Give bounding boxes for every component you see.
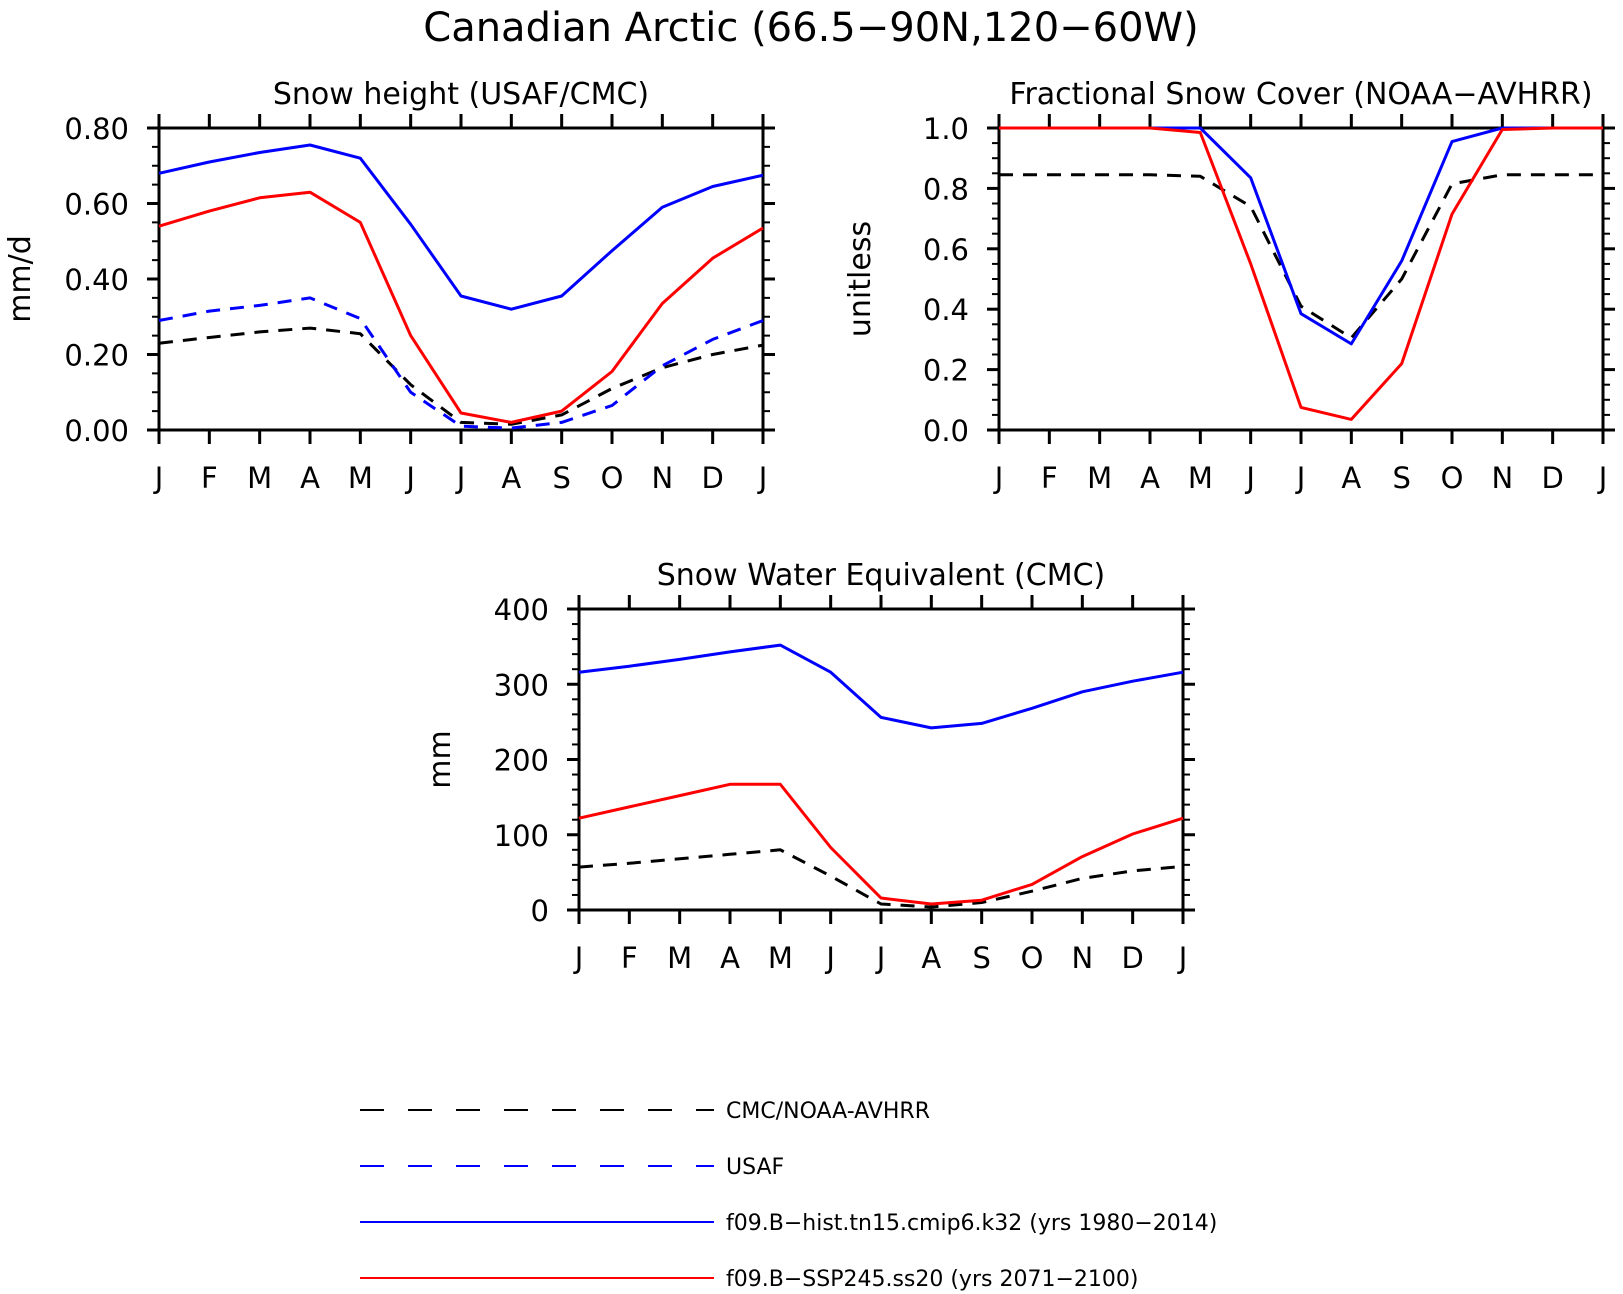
x-tick-label: D — [701, 461, 723, 495]
y-tick-label: 200 — [494, 744, 549, 778]
panel-swe: Snow Water Equivalent (CMC) mm 0 100 200 300 4… — [423, 558, 1195, 975]
y-tick-label: 300 — [494, 668, 549, 702]
y-tick-label: 0.40 — [64, 263, 129, 297]
x-tick-label: J — [455, 461, 466, 495]
x-tick-label: D — [1121, 941, 1143, 975]
x-tick-label: J — [1295, 461, 1306, 495]
y-tick-label: 0.4 — [923, 293, 969, 327]
x-tick-label: M — [1087, 461, 1112, 495]
x-tick-label: N — [1071, 941, 1093, 975]
series-line-swe — [578, 643, 1184, 730]
x-tick-label: O — [1021, 941, 1044, 975]
y-tick-label: 0 — [531, 894, 549, 928]
y-tick-label: 0.00 — [64, 414, 129, 448]
x-tick-label: J — [404, 461, 415, 495]
legend-label: f09.B−hist.tn15.cmip6.k32 (yrs 1980−2014… — [726, 1211, 1217, 1236]
panel-title: Snow height (USAF/CMC) — [273, 77, 649, 112]
y-axis-label: mm — [423, 730, 458, 788]
legend: CMC/NOAA-AVHRR USAF f09.B−hist.tn15.cmip6.… — [360, 1099, 1217, 1292]
x-tick-label: A — [300, 461, 320, 495]
x-tick-label: F — [1041, 461, 1058, 495]
panel-snow-height: Snow height (USAF/CMC) mm/d 0.00 0.20 0.40 0.… — [3, 77, 775, 495]
panel-snow-cover: Fractional Snow Cover (NOAA−AVHRR) unitle… — [843, 77, 1615, 495]
x-tick-label: S — [1392, 461, 1410, 495]
figure-title: Canadian Arctic (66.5−90N,120−60W) — [423, 5, 1198, 51]
x-tick-label: M — [768, 941, 793, 975]
x-tick-label: A — [1140, 461, 1160, 495]
x-tick-label: J — [824, 941, 835, 975]
series-line-snow-height — [158, 143, 764, 311]
series-line-snow-height — [158, 326, 764, 426]
series-line-snow-cover — [999, 126, 1603, 421]
y-tick-label: 0.20 — [64, 339, 129, 373]
series-line-snow-height — [158, 190, 764, 424]
panel-title: Snow Water Equivalent (CMC) — [657, 558, 1105, 593]
x-tick-label: M — [247, 461, 272, 495]
x-tick-label: A — [501, 461, 521, 495]
series-line-snow-cover — [999, 173, 1603, 340]
x-tick-label: J — [1244, 461, 1255, 495]
x-tick-label: A — [720, 941, 740, 975]
legend-label: CMC/NOAA-AVHRR — [726, 1099, 930, 1124]
x-tick-label: N — [651, 461, 673, 495]
x-tick-label: S — [972, 941, 990, 975]
y-tick-label: 1.0 — [923, 112, 969, 146]
x-tick-label: A — [1341, 461, 1361, 495]
x-tick-label: N — [1491, 461, 1513, 495]
plot-frame — [157, 126, 765, 432]
x-tick-label: J — [993, 461, 1004, 495]
y-tick-label: 0.0 — [923, 414, 969, 448]
y-tick-label: 0.80 — [64, 112, 129, 146]
series-line-swe — [578, 782, 1184, 906]
x-tick-label: M — [667, 941, 692, 975]
x-tick-label: O — [1441, 461, 1464, 495]
y-tick-label: 0.8 — [923, 172, 969, 206]
x-tick-label: D — [1541, 461, 1563, 495]
y-tick-label: 0.6 — [923, 233, 969, 267]
x-tick-label: J — [573, 941, 584, 975]
x-tick-label: F — [621, 941, 638, 975]
y-tick-label: 100 — [494, 819, 549, 853]
legend-label: f09.B−SSP245.ss20 (yrs 2071−2100) — [726, 1267, 1138, 1292]
x-tick-label: M — [348, 461, 373, 495]
y-axis-label: mm/d — [3, 235, 38, 323]
x-tick-label: A — [921, 941, 941, 975]
series-line-snow-height — [158, 296, 764, 430]
x-tick-label: S — [552, 461, 570, 495]
x-tick-label: J — [1597, 461, 1608, 495]
series-line-snow-cover — [999, 126, 1603, 346]
x-tick-label: J — [153, 461, 164, 495]
x-tick-label: O — [601, 461, 624, 495]
x-tick-label: F — [201, 461, 218, 495]
panel-title: Fractional Snow Cover (NOAA−AVHRR) — [1009, 77, 1592, 112]
y-tick-label: 0.2 — [923, 354, 969, 388]
legend-label: USAF — [726, 1155, 784, 1180]
y-axis-label: unitless — [843, 221, 878, 337]
x-tick-label: J — [1177, 941, 1188, 975]
x-tick-label: J — [757, 461, 768, 495]
x-tick-label: M — [1188, 461, 1213, 495]
series-line-swe — [578, 848, 1184, 909]
y-tick-label: 400 — [494, 593, 549, 627]
x-tick-label: J — [875, 941, 886, 975]
y-tick-label: 0.60 — [64, 188, 129, 222]
plot-frame — [577, 607, 1185, 912]
